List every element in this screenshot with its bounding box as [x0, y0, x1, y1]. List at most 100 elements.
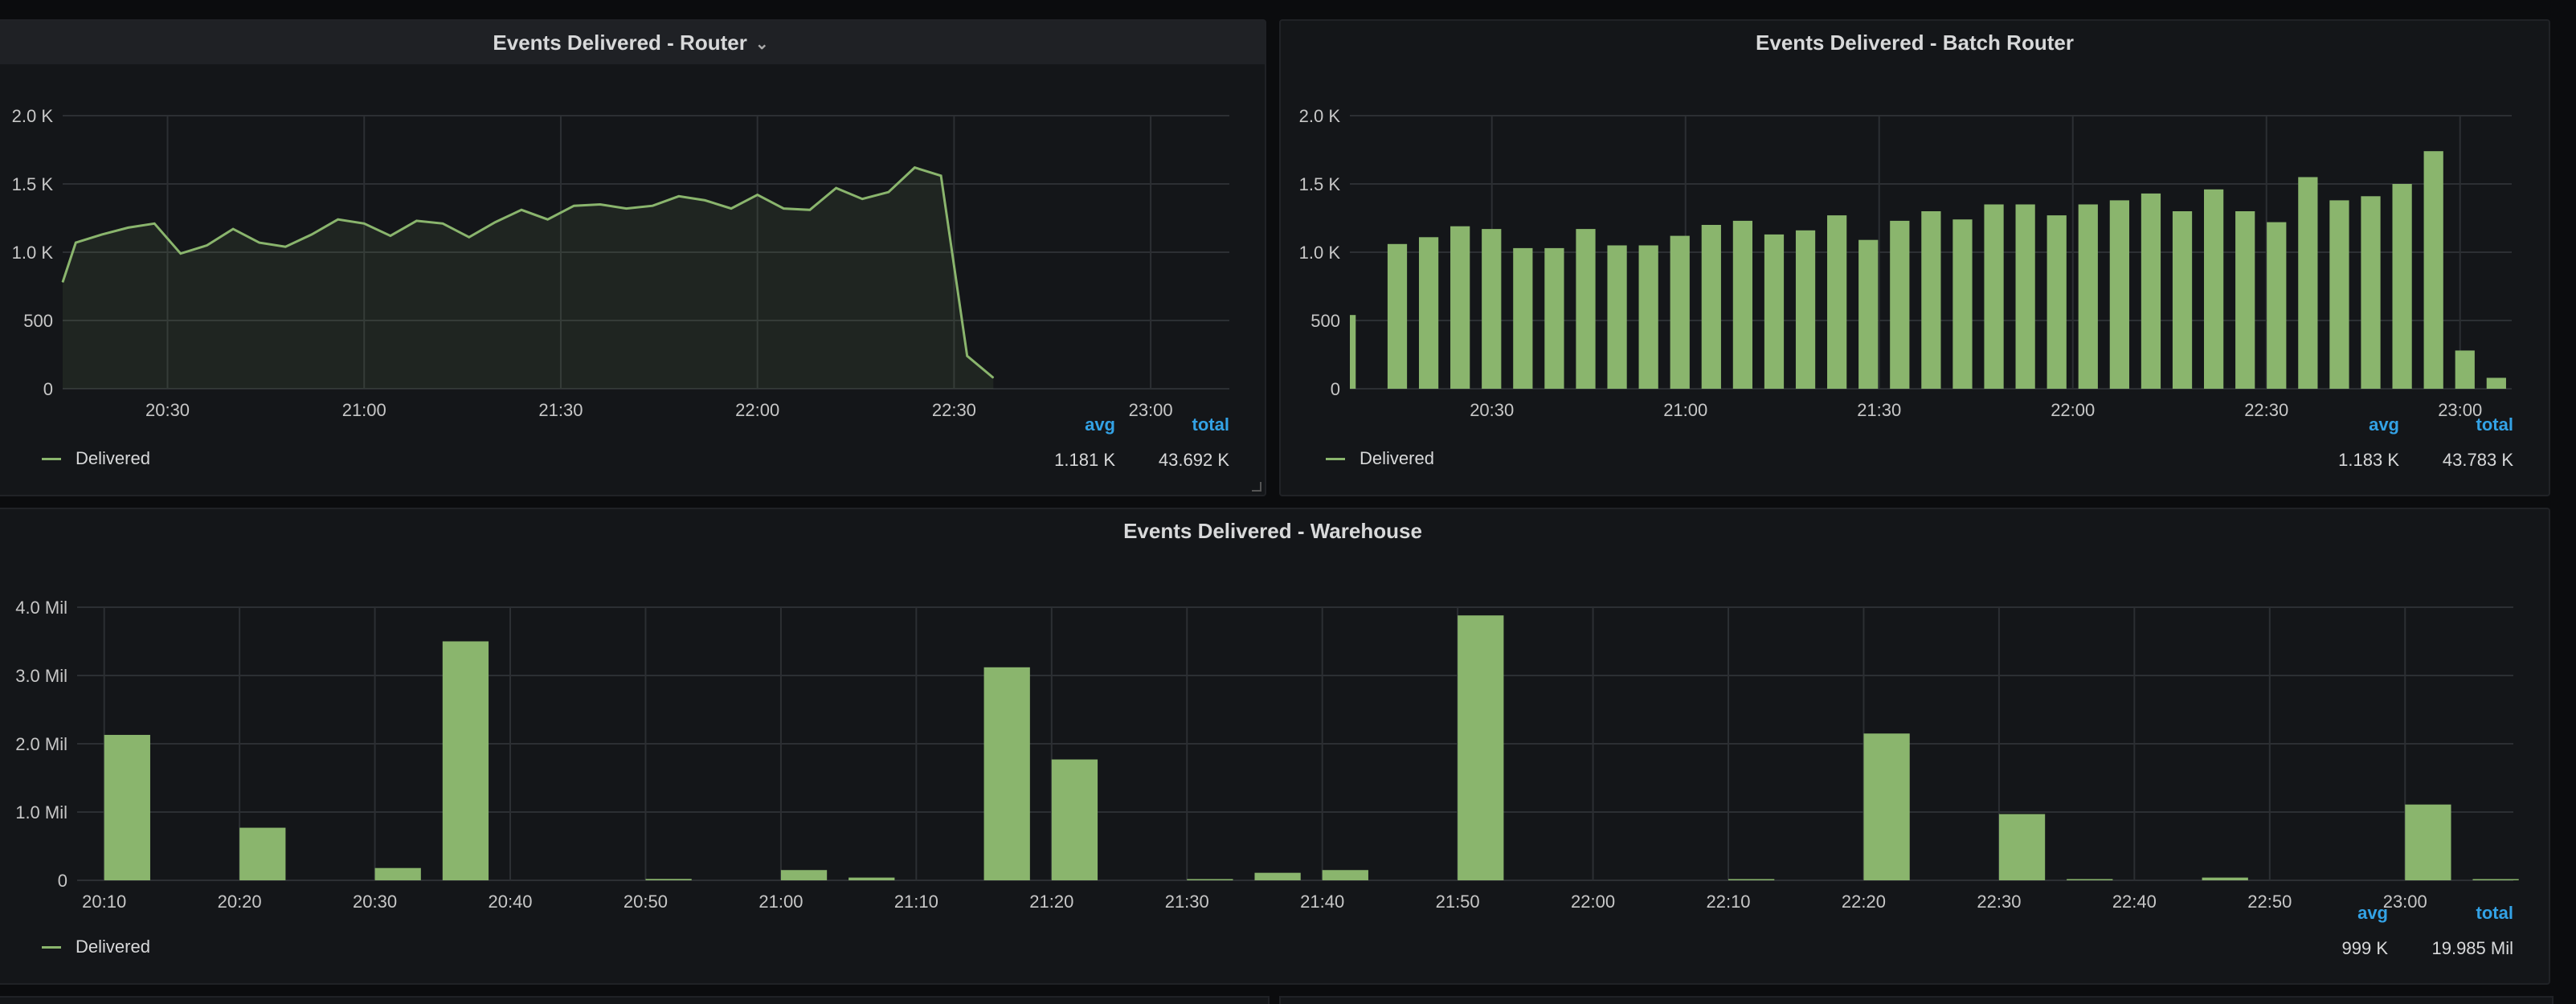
y-tick-label: 500 — [23, 311, 53, 331]
bar — [1984, 204, 2004, 389]
batch-legend[interactable]: Delivered — [1326, 448, 1434, 469]
x-tick-label: 21:30 — [538, 400, 583, 420]
bar — [1350, 315, 1356, 389]
bar — [2235, 211, 2255, 389]
y-tick-label: 2.0 K — [1299, 106, 1341, 126]
x-tick-label: 23:00 — [2438, 400, 2482, 420]
series-color-swatch[interactable] — [42, 945, 61, 949]
router-panel-header[interactable]: Events Delivered - Router ⌄ — [0, 21, 1265, 64]
x-tick-label: 21:30 — [1857, 400, 1901, 420]
data-point — [678, 195, 680, 197]
bar — [1576, 229, 1596, 389]
bar — [1051, 759, 1098, 880]
y-tick-label: 1.5 K — [12, 174, 54, 194]
warehouse-total-value: 19.985 Mil — [2431, 938, 2513, 958]
bar — [2046, 215, 2067, 389]
warehouse-avg-header[interactable]: avg — [2357, 903, 2388, 923]
bar — [239, 827, 286, 880]
x-tick-label: 22:30 — [932, 400, 976, 420]
bar — [2141, 193, 2161, 389]
warehouse-panel-header[interactable]: Events Delivered - Warehouse — [0, 509, 2549, 553]
bar — [1998, 814, 2046, 880]
bar — [1858, 239, 1879, 389]
x-tick-label: 21:10 — [894, 892, 938, 912]
bar — [1387, 243, 1408, 389]
bar — [983, 667, 1030, 880]
batch-router-panel: Events Delivered - Batch Router 0 500 1.0 … — [1279, 19, 2550, 496]
x-tick-label: 23:00 — [1129, 400, 1173, 420]
router-panel-title[interactable]: Events Delivered - Router — [493, 30, 747, 55]
x-tick-label: 22:20 — [1842, 892, 1886, 912]
data-point — [599, 204, 601, 205]
next-panel-edge-left — [0, 996, 1270, 1004]
batch-total-value: 43.783 K — [2442, 450, 2513, 470]
bar — [1418, 237, 1439, 389]
bar — [374, 867, 421, 880]
data-point — [940, 175, 942, 177]
y-tick-label: 0 — [1331, 379, 1340, 399]
bar — [2204, 189, 2224, 389]
x-tick-label: 22:30 — [1977, 892, 2021, 912]
router-avg-header[interactable]: avg — [1085, 414, 1115, 435]
batch-total-header[interactable]: total — [2476, 414, 2513, 435]
bar — [2472, 879, 2519, 880]
bar — [1952, 219, 1973, 389]
x-tick-label: 22:30 — [2244, 400, 2288, 420]
router-legend[interactable]: Delivered — [42, 448, 150, 469]
x-tick-label: 22:00 — [2051, 400, 2095, 420]
bar — [2329, 200, 2349, 389]
x-tick-label: 20:10 — [82, 892, 126, 912]
data-point — [363, 222, 365, 224]
warehouse-chart: 0 1.0 Mil 2.0 Mil 3.0 Mil 4.0 Mil 20:10 20:20 2… — [15, 598, 2519, 912]
y-tick-label: 1.5 K — [1299, 174, 1341, 194]
bar — [1728, 879, 1775, 880]
x-tick-label: 21:20 — [1029, 892, 1073, 912]
batch-legend-label[interactable]: Delivered — [1360, 448, 1434, 468]
x-tick-label: 22:10 — [1706, 892, 1750, 912]
bar — [2172, 211, 2193, 389]
bar — [2298, 177, 2318, 389]
data-point — [128, 227, 129, 228]
warehouse-legend-label[interactable]: Delivered — [76, 937, 150, 957]
router-legend-label[interactable]: Delivered — [76, 448, 150, 468]
y-tick-label: 2.0 K — [12, 106, 54, 126]
bar — [848, 877, 895, 880]
bar — [2423, 151, 2443, 389]
y-tick-label: 3.0 Mil — [15, 666, 67, 686]
bar — [2455, 350, 2475, 389]
bar — [2392, 184, 2412, 389]
warehouse-avg-value: 999 K — [2341, 938, 2389, 958]
y-tick-label: 500 — [1310, 311, 1340, 331]
batch-router-panel-header[interactable]: Events Delivered - Batch Router — [1281, 21, 2549, 64]
router-total-header[interactable]: total — [1192, 414, 1229, 435]
warehouse-panel: Events Delivered - Warehouse 0 1.0 Mil 2.0… — [0, 508, 2550, 985]
y-tick-label: 4.0 Mil — [15, 598, 67, 618]
warehouse-total-header[interactable]: total — [2476, 903, 2513, 923]
bar — [1544, 247, 1564, 389]
bar — [1764, 234, 1785, 389]
chevron-down-icon[interactable]: ⌄ — [754, 35, 769, 53]
data-point — [730, 208, 732, 210]
bar — [2405, 804, 2451, 880]
batch-avg-header[interactable]: avg — [2369, 414, 2399, 435]
series-color-swatch[interactable] — [1326, 457, 1345, 460]
warehouse-panel-title[interactable]: Events Delivered - Warehouse — [1123, 518, 1422, 543]
data-point — [468, 236, 470, 238]
y-tick-label: 1.0 K — [12, 243, 54, 263]
data-point — [232, 228, 234, 230]
series-color-swatch[interactable] — [42, 457, 61, 460]
x-tick-label: 21:40 — [1300, 892, 1344, 912]
x-tick-label: 21:00 — [342, 400, 386, 420]
resize-handle[interactable] — [1252, 482, 1261, 492]
warehouse-legend[interactable]: Delivered — [42, 937, 150, 957]
data-point — [757, 194, 758, 196]
series-area-fill — [63, 167, 994, 389]
batch-avg-value: 1.183 K — [2338, 450, 2399, 470]
batch-router-panel-title[interactable]: Events Delivered - Batch Router — [1756, 30, 2074, 55]
bar — [1890, 220, 1910, 389]
data-point — [206, 245, 207, 246]
router-panel: Events Delivered - Router ⌄ 0 500 1.0 K 1.5… — [0, 19, 1266, 496]
data-point — [337, 218, 339, 220]
x-tick-label: 21:50 — [1436, 892, 1480, 912]
bar — [1482, 229, 1502, 389]
